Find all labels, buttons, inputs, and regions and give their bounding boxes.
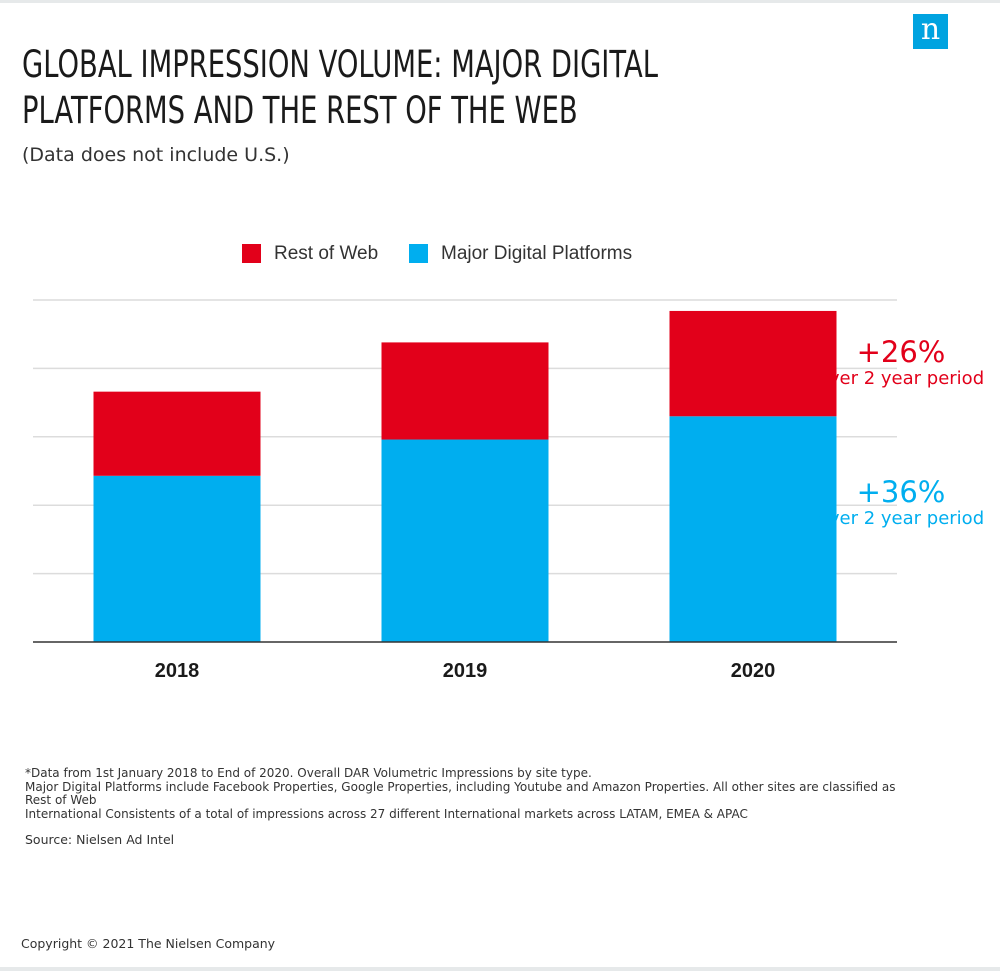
annotation-rest-of-web-growth: +26% over 2 year period: [808, 335, 994, 389]
chart-title-line-1: GLOBAL IMPRESSION VOLUME: MAJOR DIGITAL: [22, 43, 658, 86]
footnote-definitions: Major Digital Platforms include Facebook…: [25, 779, 896, 807]
legend-swatch-rest-of-web: [242, 244, 261, 263]
footnotes: *Data from 1st January 2018 to End of 20…: [25, 766, 925, 821]
legend-label-major-digital-platforms: Major Digital Platforms: [441, 243, 633, 264]
x-tick-label-2020: 2020: [731, 660, 776, 682]
bar-rest-of-web-2018: [93, 391, 261, 476]
x-tick-label-2019: 2019: [443, 660, 488, 682]
top-divider: [0, 0, 1000, 3]
annotation-major-platforms-growth: +36% over 2 year period: [808, 475, 994, 529]
footnote-data-period: *Data from 1st January 2018 to End of 20…: [25, 766, 592, 780]
chart-title: GLOBAL IMPRESSION VOLUME: MAJOR DIGITAL …: [22, 42, 658, 134]
annotation-major-platforms-percent: +36%: [856, 475, 946, 509]
footnote-markets: International Consistents of a total of …: [25, 806, 748, 821]
bar-major-digital-platforms-2018: [93, 475, 261, 642]
copyright-notice: Copyright © 2021 The Nielsen Company: [21, 936, 276, 951]
legend-label-rest-of-web: Rest of Web: [274, 243, 379, 264]
stacked-bar-chart: 2018 2019 2020: [33, 299, 897, 682]
bar-rest-of-web-2019: [381, 342, 549, 440]
source-note: Source: Nielsen Ad Intel: [25, 832, 175, 847]
chart-title-line-2: PLATFORMS AND THE REST OF THE WEB: [22, 89, 578, 132]
x-tick-label-2018: 2018: [155, 660, 200, 682]
bar-major-digital-platforms-2019: [381, 439, 549, 642]
bar-rest-of-web-2020: [669, 310, 837, 417]
bar-major-digital-platforms-2020: [669, 416, 837, 642]
nielsen-logo: n: [913, 14, 948, 49]
legend-swatch-major-digital-platforms: [409, 244, 428, 263]
chart-subtitle: (Data does not include U.S.): [22, 144, 290, 166]
bottom-divider: [0, 967, 1000, 971]
annotation-major-platforms-text: over 2 year period: [817, 508, 985, 529]
annotation-rest-of-web-text: over 2 year period: [817, 368, 985, 389]
annotation-rest-of-web-percent: +26%: [856, 335, 946, 369]
